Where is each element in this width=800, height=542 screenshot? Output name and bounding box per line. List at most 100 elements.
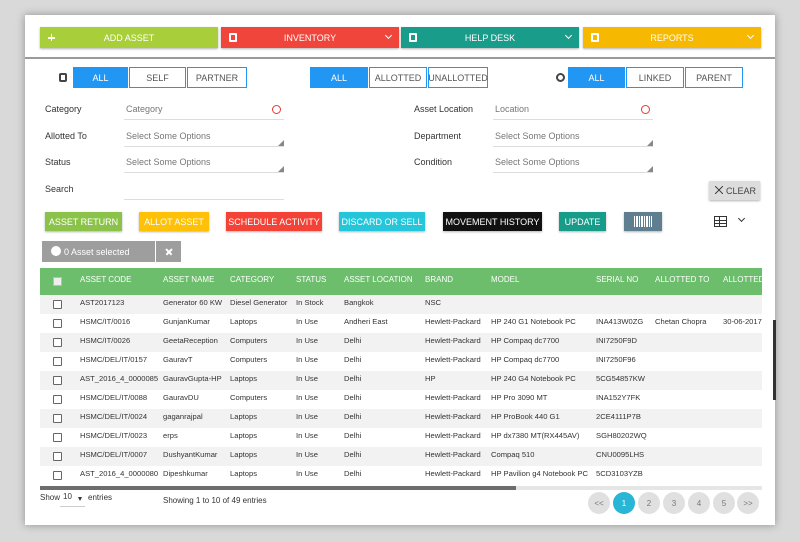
field-placeholder[interactable]: Select Some Options	[495, 131, 580, 141]
table-cell: AST2017123	[80, 298, 125, 307]
table-cell: HP 240 G4 Notebook PC	[491, 374, 576, 383]
row-checkbox[interactable]	[53, 414, 62, 423]
field-placeholder[interactable]: Select Some Options	[495, 157, 580, 167]
filter-icon	[59, 73, 67, 82]
table-cell: Delhi	[344, 450, 362, 459]
table-cell: 30-06-2017	[723, 317, 762, 326]
column-header[interactable]: CATEGORY	[230, 275, 275, 284]
pagination-button[interactable]: 5	[713, 492, 735, 514]
column-header[interactable]: STATUS	[296, 275, 327, 284]
table-cell: HSMC/DEL/IT/0157	[80, 355, 148, 364]
row-checkbox[interactable]	[53, 471, 62, 480]
nav-icon	[229, 33, 237, 42]
row-checkbox[interactable]	[53, 433, 62, 442]
field-underline[interactable]	[124, 199, 284, 200]
filter-toggle[interactable]: ALL	[568, 67, 625, 88]
column-header[interactable]: ASSET CODE	[80, 275, 132, 284]
table-cell: In Use	[296, 336, 318, 345]
clear-button[interactable]: CLEAR	[709, 181, 760, 200]
field-placeholder[interactable]: Location	[495, 104, 530, 114]
nav-button[interactable]: REPORTS	[583, 27, 761, 48]
filter-toggle[interactable]: PARENT	[685, 67, 743, 88]
clear-field-icon[interactable]	[641, 105, 650, 114]
action-button[interactable]: SCHEDULE ACTIVITY	[226, 212, 322, 231]
column-header[interactable]: ASSET LOCATION	[344, 275, 413, 284]
table-cell: Delhi	[344, 412, 362, 421]
vertical-scrollbar	[773, 320, 776, 400]
field-label: Department	[414, 131, 462, 141]
table-cell: In Use	[296, 374, 318, 383]
field-underline[interactable]	[124, 172, 284, 173]
row-checkbox[interactable]	[53, 452, 62, 461]
table-cell: Laptops	[230, 431, 258, 440]
table-cell: Computers	[230, 336, 268, 345]
table-row	[40, 409, 762, 428]
filter-toggle[interactable]: PARTNER	[187, 67, 247, 88]
table-cell: 5CD3103YZB	[596, 469, 643, 478]
filter-toggle[interactable]: UNALLOTTED	[428, 67, 488, 88]
row-checkbox[interactable]	[53, 357, 62, 366]
header-checkbox[interactable]	[53, 277, 62, 286]
field-placeholder[interactable]: Category	[126, 104, 163, 114]
column-header[interactable]: ALLOTTED	[723, 275, 762, 284]
table-cell: Hewlett-Packard	[425, 412, 481, 421]
filter-toggle[interactable]: ALL	[310, 67, 368, 88]
row-checkbox[interactable]	[53, 300, 62, 309]
column-header[interactable]: ASSET NAME	[163, 275, 215, 284]
select-arrow	[78, 497, 82, 501]
field-underline[interactable]	[493, 172, 653, 173]
table-cell: Delhi	[344, 393, 362, 402]
table-cell: In Use	[296, 355, 318, 364]
filter-toggle[interactable]: ALL	[73, 67, 128, 88]
column-header[interactable]: ALLOTTED TO	[655, 275, 710, 284]
row-checkbox[interactable]	[53, 395, 62, 404]
field-underline[interactable]	[124, 146, 284, 147]
scrollbar-thumb	[40, 486, 516, 490]
table-row	[40, 371, 762, 390]
table-cell: AST_2016_4_0000080	[80, 469, 159, 478]
nav-button[interactable]: INVENTORY	[221, 27, 399, 48]
show-label: Show	[40, 493, 61, 502]
column-header[interactable]: MODEL	[491, 275, 520, 284]
pagination-button[interactable]: 2	[638, 492, 660, 514]
column-header[interactable]: BRAND	[425, 275, 454, 284]
clear-field-icon[interactable]	[272, 105, 281, 114]
row-checkbox[interactable]	[53, 319, 62, 328]
table-cell: Generator 60 KW	[163, 298, 223, 307]
column-header[interactable]: SERIAL NO	[596, 275, 639, 284]
filter-toggle[interactable]: ALLOTTED	[369, 67, 427, 88]
table-cell: Delhi	[344, 431, 362, 440]
field-placeholder[interactable]: Select Some Options	[126, 157, 211, 167]
action-button[interactable]: ALLOT ASSET	[139, 212, 209, 231]
entries-label: entries	[88, 493, 113, 502]
pagination-button[interactable]: 4	[688, 492, 710, 514]
nav-button[interactable]: HELP DESK	[401, 27, 579, 48]
pagination-button[interactable]: <<	[588, 492, 610, 514]
table-cell: SGH80202WQ	[596, 431, 647, 440]
field-placeholder[interactable]: Select Some Options	[126, 131, 211, 141]
action-button[interactable]: UPDATE	[559, 212, 606, 231]
field-underline[interactable]	[493, 146, 653, 147]
table-cell: GauravDU	[163, 393, 199, 402]
action-button[interactable]: MOVEMENT HISTORY	[443, 212, 542, 231]
pagination-button[interactable]: 3	[663, 492, 685, 514]
pagination-button[interactable]: 1	[613, 492, 635, 514]
filter-toggle[interactable]: SELF	[129, 67, 186, 88]
info-icon	[51, 246, 61, 256]
field-underline[interactable]	[493, 119, 653, 120]
page-size-select[interactable]: 10	[60, 492, 85, 507]
action-button[interactable]: DISCARD OR SELL	[339, 212, 425, 231]
field-underline[interactable]	[124, 119, 284, 120]
row-checkbox[interactable]	[53, 376, 62, 385]
table-cell: INI7250F9D	[596, 336, 637, 345]
selection-info: 0 Asset selected	[42, 241, 155, 262]
row-checkbox[interactable]	[53, 338, 62, 347]
table-cell: Laptops	[230, 317, 258, 326]
nav-button[interactable]: ADD ASSET	[40, 27, 218, 48]
filter-toggle[interactable]: LINKED	[626, 67, 684, 88]
action-button[interactable]: ASSET RETURN	[45, 212, 122, 231]
table-cell: Hewlett-Packard	[425, 336, 481, 345]
pagination-button[interactable]: >>	[737, 492, 759, 514]
column-toggle[interactable]	[714, 216, 727, 227]
